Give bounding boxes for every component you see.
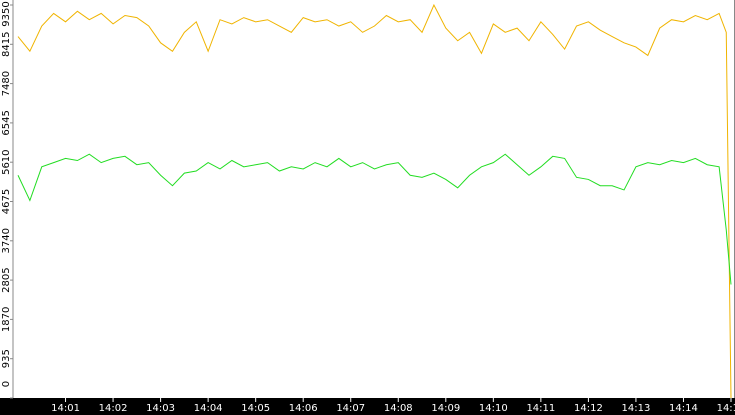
y-tick-label: 2805: [1, 267, 12, 292]
y-tick-label: 5610: [1, 149, 12, 174]
x-tick-label: 14:02: [99, 403, 128, 414]
y-tick-label: 9350: [1, 1, 12, 26]
x-axis-band: [0, 398, 735, 415]
x-tick-label: 14:15: [717, 403, 735, 414]
y-tick-label: 0: [1, 381, 12, 387]
y-tick-label: 6545: [1, 110, 12, 135]
x-tick-label: 14:14: [669, 403, 698, 414]
x-tick-label: 14:03: [146, 403, 175, 414]
x-tick-label: 14:09: [431, 403, 460, 414]
x-tick-label: 14:01: [51, 403, 80, 414]
x-tick-label: 14:04: [194, 403, 223, 414]
x-tick-label: 14:06: [289, 403, 318, 414]
y-tick-label: 3740: [1, 228, 12, 253]
y-tick-label: 7480: [1, 71, 12, 96]
y-tick-label: 4675: [1, 189, 12, 214]
x-tick-label: 14:10: [479, 403, 508, 414]
y-tick-label: 8415: [1, 32, 12, 57]
y-tick-label: 1870: [1, 307, 12, 332]
series-line: [17, 153, 732, 285]
x-tick-label: 14:11: [526, 403, 555, 414]
x-tick-label: 14:13: [622, 403, 651, 414]
series-line: [17, 3, 732, 399]
x-tick-label: 14:08: [384, 403, 413, 414]
x-tick-label: 14:07: [336, 403, 365, 414]
x-tick-label: 14:05: [241, 403, 270, 414]
x-tick-label: 14:12: [574, 403, 603, 414]
y-tick-label: 935: [1, 349, 12, 368]
